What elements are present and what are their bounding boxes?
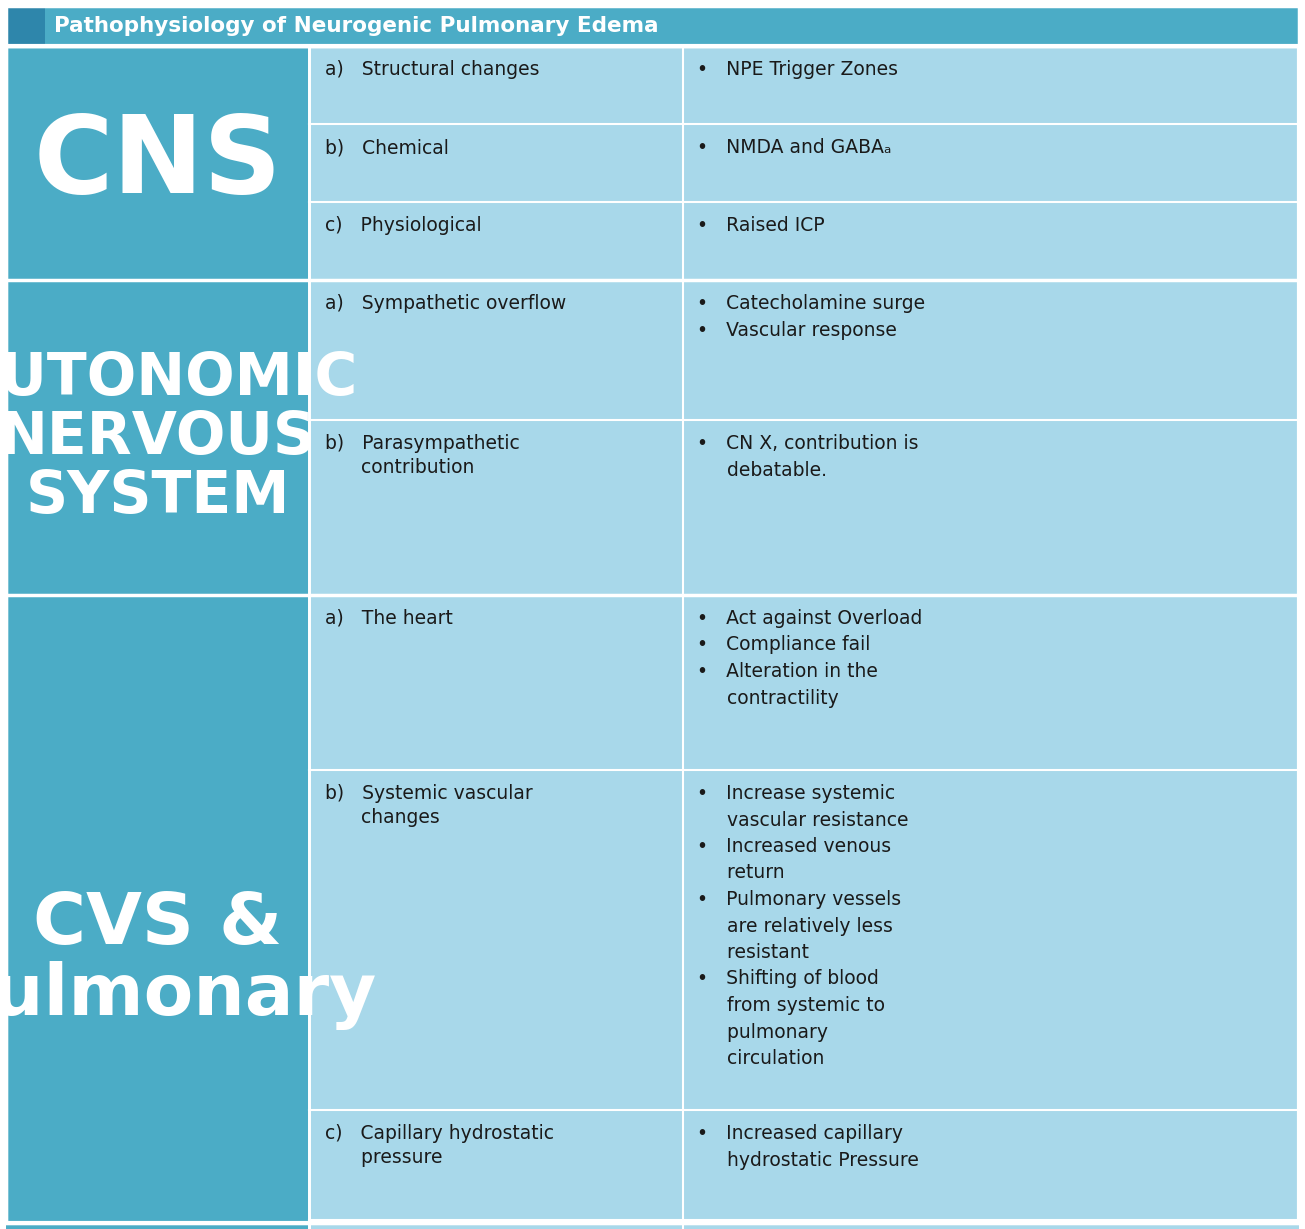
Bar xyxy=(309,202,683,280)
Text: •   Catecholamine surge
•   Vascular response: • Catecholamine surge • Vascular respons… xyxy=(697,294,925,339)
Bar xyxy=(683,595,1298,771)
Bar xyxy=(683,45,1298,124)
Bar xyxy=(7,595,309,1229)
Text: •   Act against Overload
•   Compliance fail
•   Alteration in the
     contract: • Act against Overload • Compliance fail… xyxy=(697,610,923,708)
Bar xyxy=(7,6,1298,45)
Text: a)   Structural changes: a) Structural changes xyxy=(325,60,539,79)
Text: •   Raised ICP: • Raised ICP xyxy=(697,216,825,235)
Bar xyxy=(309,1110,683,1220)
Bar xyxy=(7,6,46,45)
Text: c)   Physiological: c) Physiological xyxy=(325,216,482,235)
Text: Pathophysiology of Neurogenic Pulmonary Edema: Pathophysiology of Neurogenic Pulmonary … xyxy=(55,16,659,36)
Text: •   NMDA and GABAₐ: • NMDA and GABAₐ xyxy=(697,138,891,157)
Text: b)   Parasympathetic
      contribution: b) Parasympathetic contribution xyxy=(325,434,519,477)
Bar xyxy=(683,1220,1298,1229)
Text: b)   Systemic vascular
      changes: b) Systemic vascular changes xyxy=(325,784,532,827)
Text: CVS &
Pulmonary: CVS & Pulmonary xyxy=(0,890,376,1030)
Bar xyxy=(309,280,683,420)
Text: a)   The heart: a) The heart xyxy=(325,610,453,628)
Text: •   Increased capillary
     hydrostatic Pressure: • Increased capillary hydrostatic Pressu… xyxy=(697,1125,919,1170)
Bar xyxy=(309,420,683,595)
Bar xyxy=(683,280,1298,420)
Bar xyxy=(7,6,1298,45)
Bar xyxy=(309,595,683,771)
Text: AUTONOMIC
NERVOUS
SYSTEM: AUTONOMIC NERVOUS SYSTEM xyxy=(0,350,358,525)
Text: b)   Chemical: b) Chemical xyxy=(325,138,449,157)
Text: a)   Sympathetic overflow: a) Sympathetic overflow xyxy=(325,294,566,313)
Bar xyxy=(683,124,1298,202)
Text: CNS: CNS xyxy=(33,111,282,216)
Text: c)   Capillary hydrostatic
      pressure: c) Capillary hydrostatic pressure xyxy=(325,1125,555,1168)
Bar xyxy=(309,1220,683,1229)
Text: •   CN X, contribution is
     debatable.: • CN X, contribution is debatable. xyxy=(697,434,919,479)
Bar xyxy=(7,280,309,595)
Text: •   NPE Trigger Zones: • NPE Trigger Zones xyxy=(697,60,898,79)
Bar xyxy=(309,124,683,202)
Text: •   Increase systemic
     vascular resistance
•   Increased venous
     return
: • Increase systemic vascular resistance … xyxy=(697,784,908,1068)
Bar xyxy=(7,45,309,280)
Bar xyxy=(683,771,1298,1110)
Bar xyxy=(309,45,683,124)
Bar xyxy=(683,420,1298,595)
Bar xyxy=(683,1110,1298,1220)
Bar xyxy=(309,771,683,1110)
Bar xyxy=(683,202,1298,280)
